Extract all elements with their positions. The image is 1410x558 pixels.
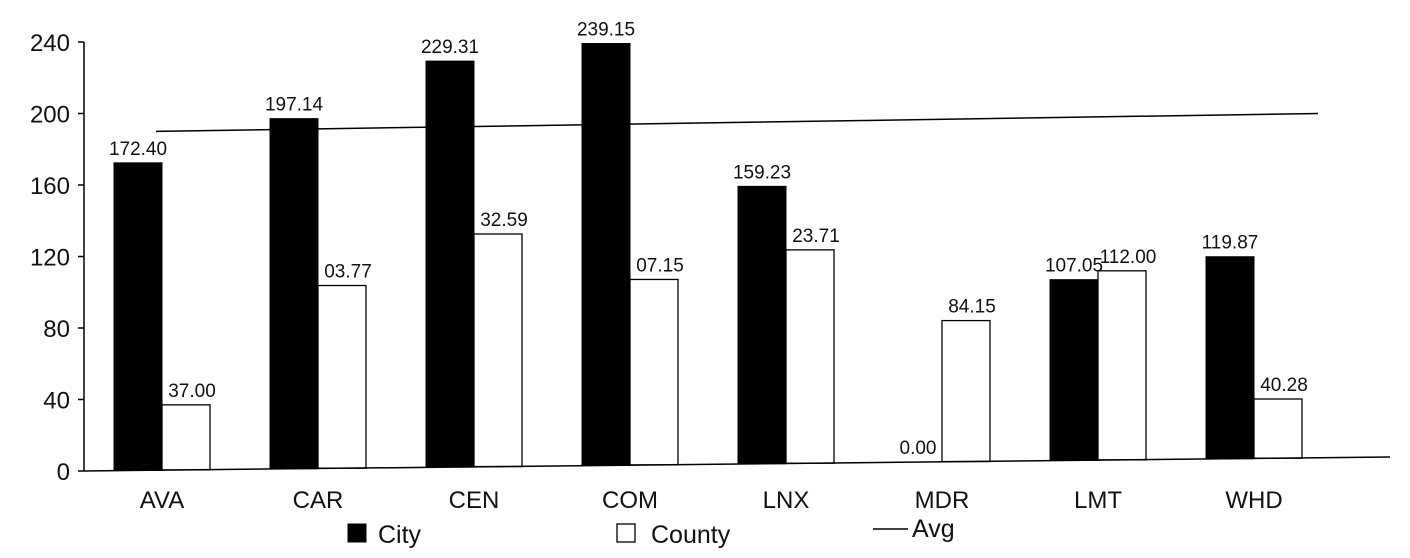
y-tick-label: 240: [30, 30, 70, 57]
bars: 172.40 37.00 197.14 03.77 229.31 32.59 239.15 0…: [109, 20, 1308, 471]
y-tick-label: 200: [30, 102, 70, 129]
city-data-label: 159.23: [733, 162, 791, 183]
county-bar: [161, 404, 211, 471]
x-category-label: COM: [602, 487, 658, 514]
county-data-label: 40.28: [1260, 375, 1308, 396]
city-bar: [581, 43, 631, 466]
legend-county-swatch: [616, 523, 636, 543]
avg-line-group: [155, 112, 1319, 133]
y-tick-label: 120: [30, 245, 70, 272]
y-tick-label: 80: [43, 316, 70, 343]
city-data-label: 239.15: [577, 20, 635, 41]
county-bar: [317, 284, 367, 469]
city-data-label: 229.31: [421, 37, 479, 58]
x-category-label: LNX: [763, 487, 810, 514]
city-data-label: 197.14: [265, 95, 324, 116]
county-bar: [1097, 270, 1147, 461]
x-axis-line: [83, 456, 1391, 472]
city-data-label: 172.40: [109, 139, 167, 160]
city-data-label: 0.00: [900, 438, 937, 459]
legend-county-label: County: [651, 521, 731, 549]
city-bar: [1205, 256, 1255, 460]
city-bar: [269, 118, 319, 470]
x-category-label: WHD: [1225, 487, 1282, 514]
city-data-label: 119.87: [1202, 233, 1259, 254]
x-category-label: MDR: [915, 487, 970, 514]
y-tick-label: 40: [43, 388, 70, 415]
county-bar: [473, 233, 523, 468]
county-data-label: 23.71: [792, 226, 840, 247]
county-data-label: 07.15: [636, 255, 684, 276]
x-axis: AVA CAR CEN COM LNX MDR LMT WHD: [83, 456, 1391, 514]
x-category-label: AVA: [140, 487, 184, 514]
x-category-label: LMT: [1074, 487, 1122, 514]
county-data-label: 03.77: [324, 262, 372, 283]
county-bar: [629, 278, 679, 466]
county-data-label: 37.00: [168, 381, 216, 402]
legend-city-label: City: [378, 521, 422, 549]
city-bar: [737, 185, 787, 465]
avg-line: [155, 112, 1319, 133]
y-tick-label: 0: [57, 459, 70, 486]
city-bar: [113, 162, 163, 471]
x-category-label: CAR: [293, 487, 344, 514]
y-tick-label: 160: [30, 173, 70, 200]
county-bar: [785, 249, 835, 464]
legend-city-swatch: [347, 523, 367, 543]
city-bar: [1049, 279, 1099, 461]
county-data-label: 112.00: [1100, 247, 1157, 268]
legend: City County Avg: [347, 515, 955, 549]
county-data-label: 84.15: [948, 297, 996, 318]
x-category-label: CEN: [449, 487, 500, 514]
county-bar: [1253, 398, 1303, 459]
county-bar: [941, 319, 991, 463]
y-axis: 0 40 80 120 160 200 240: [30, 30, 85, 486]
city-bar: [425, 60, 475, 468]
city-data-label: 107.05: [1045, 256, 1103, 277]
legend-avg-label: Avg: [912, 515, 955, 543]
county-data-label: 32.59: [480, 210, 528, 231]
